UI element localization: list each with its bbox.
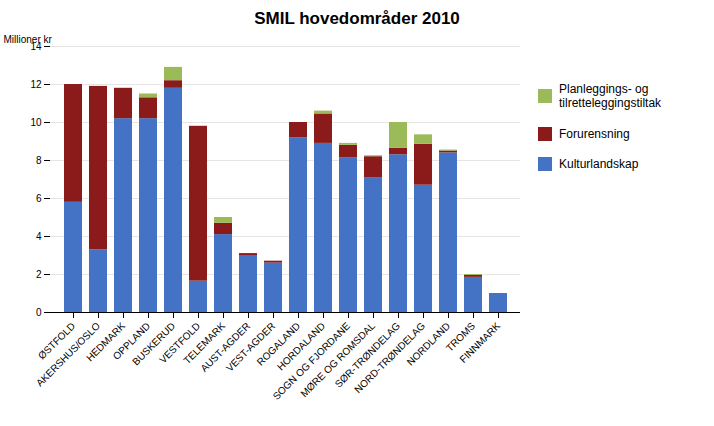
svg-text:ROGALAND: ROGALAND (254, 320, 303, 368)
svg-text:FINNMARK: FINNMARK (457, 320, 502, 365)
html-text:Kulturlandskap: Kulturlandskap (559, 157, 639, 172)
svg-text:12: 12 (30, 79, 42, 90)
svg-text:SØR-TRØNDELAG: SØR-TRØNDELAG (332, 320, 403, 390)
svg-text:4: 4 (36, 231, 42, 242)
html-text:Forurensning: Forurensning (559, 126, 630, 141)
html-text:SMIL hovedområder 2010: SMIL hovedområder 2010 (254, 9, 460, 28)
svg-text:BUSKERUD: BUSKERUD (130, 320, 178, 368)
svg-text:8: 8 (36, 155, 42, 166)
svg-text:2: 2 (36, 269, 42, 280)
svg-text:OPPLAND: OPPLAND (110, 320, 153, 362)
svg-text:SOGN OG FJORDANE: SOGN OG FJORDANE (270, 320, 353, 402)
svg-text:VEST-AGDER: VEST-AGDER (223, 320, 278, 374)
svg-text:14: 14 (30, 40, 42, 52)
svg-text:0: 0 (36, 307, 42, 318)
svg-text:TROMS: TROMS (443, 320, 478, 354)
svg-text:Millioner kr: Millioner kr (4, 34, 53, 45)
svg-text:VESTFOLD: VESTFOLD (157, 320, 203, 366)
svg-text:AKERSHUS/OSLO: AKERSHUS/OSLO (33, 320, 103, 389)
svg-text:10: 10 (30, 117, 42, 128)
svg-text:HEDMARK: HEDMARK (84, 320, 128, 364)
svg-text:MØRE OG ROMSDAL: MØRE OG ROMSDAL (298, 320, 378, 400)
html-text:Planleggings- og tilretteleggi: Planleggings- og tilretteleggingstiltak (559, 82, 662, 111)
svg-text:ØSTFOLD: ØSTFOLD (36, 320, 78, 362)
svg-text:AUST-AGDER: AUST-AGDER (198, 320, 253, 374)
svg-text:NORD-TRØNDELAG: NORD-TRØNDELAG (352, 320, 428, 396)
svg-text:HORDALAND: HORDALAND (275, 320, 328, 373)
svg-text:6: 6 (36, 193, 42, 204)
svg-text:NORDLAND: NORDLAND (404, 320, 453, 368)
svg-text:TELEMARK: TELEMARK (181, 320, 228, 367)
